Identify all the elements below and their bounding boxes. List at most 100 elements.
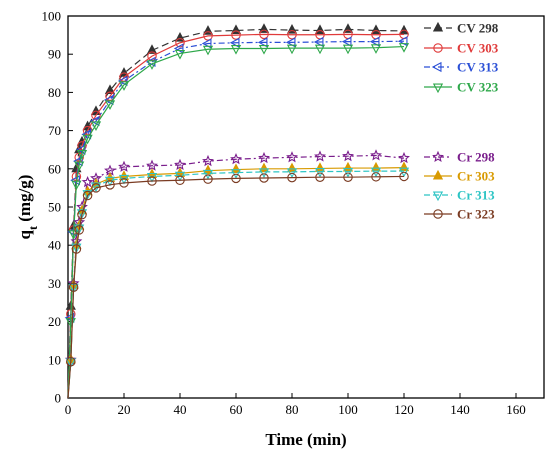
- data-point: [82, 190, 93, 200]
- data-point: [175, 37, 185, 48]
- data-point: [74, 225, 84, 235]
- legend-label: Cr 313: [457, 188, 495, 203]
- data-point: [432, 169, 444, 180]
- data-point: [118, 67, 130, 77]
- data-point: [369, 36, 380, 47]
- data-point: [147, 176, 157, 186]
- data-point: [230, 169, 242, 179]
- x-tick-label: 20: [118, 402, 131, 417]
- y-axis-title-sub: t: [26, 226, 40, 230]
- data-point: [257, 37, 268, 48]
- data-point: [259, 173, 269, 183]
- data-point: [259, 29, 269, 40]
- data-point: [432, 150, 444, 163]
- series-line: [67, 40, 405, 399]
- series-line: [67, 33, 405, 399]
- data-point: [203, 31, 213, 41]
- y-tick-label: 20: [48, 314, 61, 329]
- legend-item: CV 303: [424, 41, 499, 56]
- data-point: [105, 180, 115, 190]
- data-point: [174, 49, 186, 60]
- series-cr-323: [66, 171, 409, 399]
- legend-label: CV 303: [457, 41, 499, 56]
- data-point: [146, 44, 158, 54]
- y-tick-label: 90: [48, 47, 61, 62]
- data-point: [71, 243, 82, 254]
- data-point: [287, 29, 297, 40]
- data-point: [370, 167, 382, 178]
- x-tick-label: 60: [230, 402, 243, 417]
- series-line: [67, 170, 404, 399]
- data-point: [231, 173, 241, 184]
- y-axis-title-main: q: [15, 229, 34, 239]
- data-point: [285, 37, 296, 48]
- data-point: [370, 44, 382, 54]
- series-line: [67, 45, 405, 399]
- data-point: [398, 151, 410, 164]
- data-point: [146, 159, 158, 171]
- data-point: [432, 21, 444, 32]
- data-point: [118, 81, 130, 91]
- data-point: [399, 171, 409, 182]
- data-point: [230, 163, 242, 174]
- x-tick-label: 40: [174, 402, 187, 417]
- series-cr-313: [65, 167, 410, 399]
- data-point: [258, 151, 270, 164]
- data-point: [74, 224, 85, 235]
- data-point: [343, 172, 353, 182]
- x-axis-ticks: 0 20 40 60 80 100 120 140 160: [65, 393, 526, 417]
- data-point: [398, 167, 410, 178]
- data-point: [341, 36, 352, 47]
- series-cv-323: [65, 43, 410, 399]
- data-point: [286, 168, 298, 179]
- legend-item: Cr 323: [424, 207, 495, 222]
- data-point: [314, 167, 326, 178]
- data-point: [314, 44, 326, 55]
- legend-item: Cr 313: [424, 188, 495, 203]
- y-tick-label: 30: [48, 276, 61, 291]
- series-layer: [64, 23, 410, 399]
- y-tick-label: 100: [42, 9, 62, 24]
- legend-label: CV 298: [457, 21, 499, 36]
- y-tick-label: 0: [55, 391, 62, 406]
- legend-label: Cr 303: [457, 169, 495, 184]
- y-axis-title: qt (mg/g): [15, 175, 40, 240]
- data-point: [146, 60, 158, 70]
- data-point: [431, 61, 442, 73]
- data-point: [230, 44, 242, 55]
- data-point: [202, 45, 214, 56]
- data-point: [91, 110, 101, 121]
- series-cr-298: [64, 149, 410, 399]
- series-line: [67, 175, 405, 399]
- y-axis-ticks: 0 10 20 30 40 50 60 70 80 90 100: [42, 9, 73, 406]
- series-line: [67, 154, 405, 399]
- data-point: [74, 161, 85, 172]
- data-point: [258, 44, 270, 55]
- data-point: [71, 180, 82, 191]
- y-tick-label: 70: [48, 123, 61, 138]
- series-cv-298: [65, 23, 410, 399]
- legend-label: Cr 298: [457, 150, 495, 165]
- data-point: [342, 149, 354, 162]
- data-point: [370, 149, 382, 161]
- data-point: [76, 209, 88, 219]
- data-point: [432, 191, 444, 202]
- data-point: [175, 175, 185, 186]
- legend-item: CV 313: [424, 60, 499, 75]
- data-point: [371, 172, 381, 182]
- data-point: [229, 37, 240, 48]
- x-tick-label: 0: [65, 402, 72, 417]
- data-point: [315, 172, 325, 182]
- data-point: [203, 174, 213, 184]
- data-point: [71, 244, 82, 254]
- legend: CV 298 CV 303 CV 313 CV 323 Cr 298 Cr 303 Cr 3…: [424, 21, 499, 222]
- data-point: [82, 134, 93, 145]
- data-point: [81, 175, 94, 188]
- series-cv-313: [64, 36, 408, 399]
- data-point: [231, 30, 241, 40]
- data-point: [287, 172, 297, 183]
- x-tick-label: 120: [394, 402, 414, 417]
- x-tick-label: 160: [506, 402, 526, 417]
- data-point: [90, 121, 102, 132]
- data-point: [202, 169, 214, 180]
